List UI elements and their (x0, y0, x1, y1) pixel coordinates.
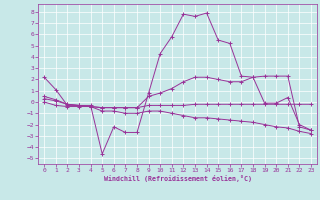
X-axis label: Windchill (Refroidissement éolien,°C): Windchill (Refroidissement éolien,°C) (104, 175, 252, 182)
